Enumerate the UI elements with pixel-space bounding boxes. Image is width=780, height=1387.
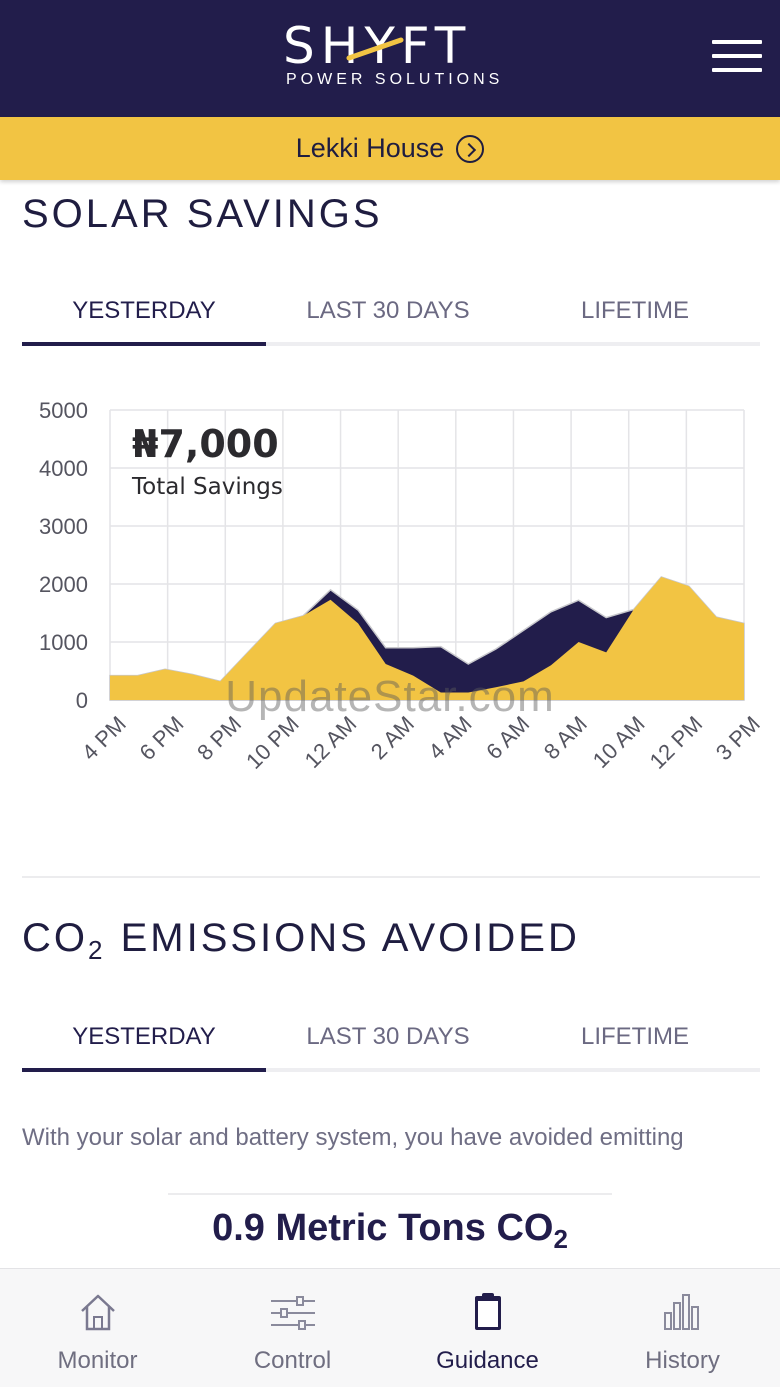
logo-subtitle: POWER SOLUTIONS xyxy=(286,71,504,88)
nav-guidance-label: Guidance xyxy=(436,1347,539,1374)
chevron-right-circle-icon xyxy=(456,134,485,163)
co2-value-subscript: 2 xyxy=(553,1224,568,1254)
site-name: Lekki House xyxy=(295,133,445,163)
house-icon xyxy=(81,1294,115,1331)
co2-title: CO2 EMISSIONS AVOIDED xyxy=(22,916,580,966)
co2-divider xyxy=(168,1193,612,1195)
bottom-nav: Monitor Control Guidance History xyxy=(0,1268,780,1387)
hamburger-menu-icon[interactable] xyxy=(712,40,762,74)
y-tick-label: 4000 xyxy=(39,456,88,481)
clipboard-icon xyxy=(475,1293,501,1330)
logo-wordmark: SHYFT xyxy=(283,17,472,75)
total-savings-amount: ₦7,000 xyxy=(132,422,279,466)
co2-title-rest: EMISSIONS AVOIDED xyxy=(106,916,580,960)
nav-guidance[interactable]: Guidance xyxy=(390,1269,585,1387)
co2-tab-last-30-days[interactable]: LAST 30 DAYS xyxy=(306,1023,470,1050)
site-selector[interactable]: Lekki House xyxy=(0,117,780,180)
co2-title-main: CO xyxy=(22,916,88,960)
nav-control-label: Control xyxy=(253,1347,332,1374)
co2-active-tab-indicator xyxy=(22,1068,266,1072)
nav-monitor-label: Monitor xyxy=(57,1347,138,1374)
nav-history-label: History xyxy=(645,1347,720,1374)
section-divider xyxy=(22,876,760,878)
nav-history[interactable]: History xyxy=(585,1269,780,1387)
solar-savings-title: SOLAR SAVINGS xyxy=(22,192,383,236)
co2-value-main: 0.9 Metric Tons CO xyxy=(212,1207,554,1249)
co2-tab-yesterday[interactable]: YESTERDAY xyxy=(72,1023,216,1050)
co2-description: With your solar and battery system, you … xyxy=(22,1124,684,1151)
nav-monitor[interactable]: Monitor xyxy=(0,1269,195,1387)
nav-control[interactable]: Control xyxy=(195,1269,390,1387)
area-series-1 xyxy=(110,577,744,700)
y-tick-label: 3000 xyxy=(39,514,88,539)
tab-lifetime[interactable]: LIFETIME xyxy=(580,297,689,324)
bar-chart-icon xyxy=(664,1294,699,1330)
tab-yesterday[interactable]: YESTERDAY xyxy=(72,297,216,324)
y-tick-label: 5000 xyxy=(39,398,88,423)
co2-title-subscript: 2 xyxy=(88,935,103,965)
y-tick-label: 1000 xyxy=(39,630,88,655)
co2-tabs: YESTERDAY LAST 30 DAYS LIFETIME xyxy=(22,1022,760,1072)
solar-tabs: YESTERDAY LAST 30 DAYS LIFETIME xyxy=(22,296,760,346)
app-header: SHYFT POWER SOLUTIONS xyxy=(0,0,780,117)
total-savings-label: Total Savings xyxy=(131,474,283,500)
y-tick-label: 2000 xyxy=(39,572,88,597)
watermark: UpdateStar.com xyxy=(225,672,555,721)
co2-value: 0.9 Metric Tons CO2 xyxy=(0,1207,780,1255)
tab-last-30-days[interactable]: LAST 30 DAYS xyxy=(306,297,470,324)
co2-tab-lifetime[interactable]: LIFETIME xyxy=(580,1023,689,1050)
solar-savings-chart: 5000 4000 3000 2000 1000 0 4 PM 6 PM 8 PM 10 PM 1… xyxy=(22,392,765,792)
active-tab-indicator xyxy=(22,342,266,346)
sliders-icon xyxy=(271,1296,315,1330)
shyft-logo: SHYFT POWER SOLUTIONS xyxy=(283,17,499,92)
y-tick-label: 0 xyxy=(76,688,88,713)
logo-accent-icon xyxy=(346,37,404,61)
